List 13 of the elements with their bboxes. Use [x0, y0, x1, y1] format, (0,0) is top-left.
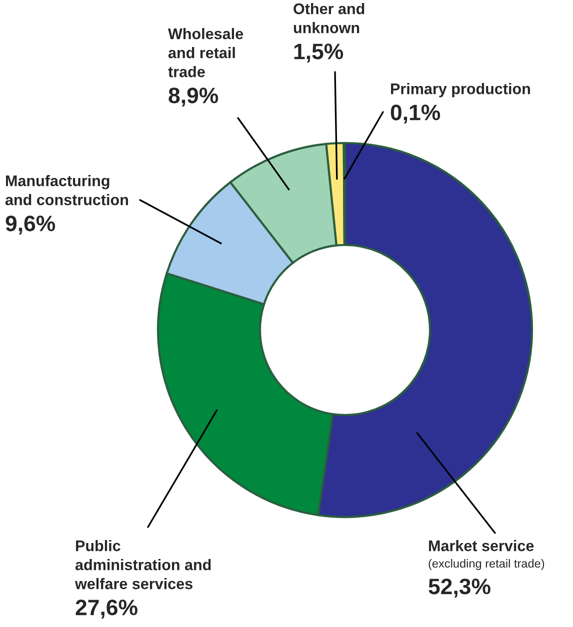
slice-label: Public administration and welfare services: [74, 540, 211, 590]
data-label: 52,3%: [428, 578, 490, 598]
slice-label: Other and unknown: [294, 3, 364, 34]
slice-label: Manufacturing and construction: [5, 175, 128, 206]
slice-label: Wholesale and retail trade: [168, 28, 244, 78]
slice-label: Primary production: [391, 83, 530, 98]
data-label: 27,6%: [76, 600, 138, 619]
slice-label: Market service: [429, 540, 534, 552]
data-label: 9,6%: [6, 216, 56, 235]
text: (excluding retail trade): [428, 559, 544, 570]
data-label: 1,5%: [294, 44, 344, 63]
data-label: 0,1%: [390, 104, 440, 124]
data-label: 8,9%: [168, 88, 218, 107]
